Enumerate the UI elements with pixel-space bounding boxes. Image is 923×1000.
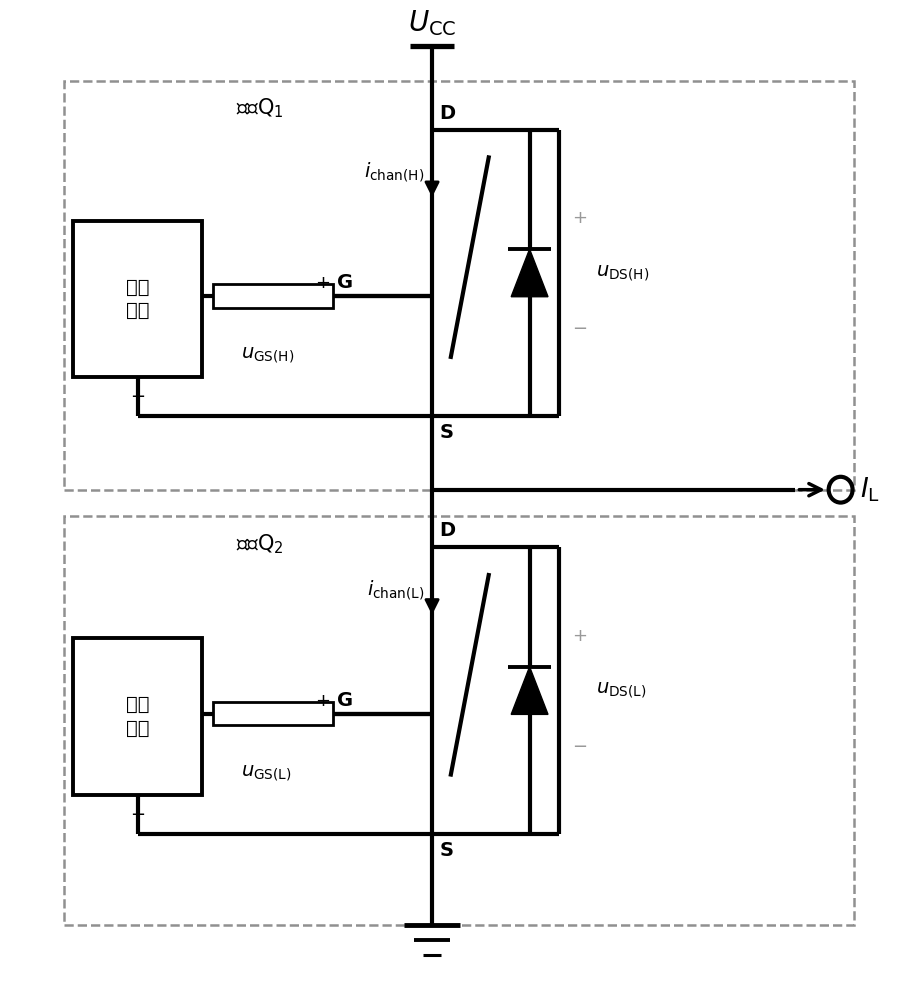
Text: $-$: $-$ xyxy=(571,318,587,336)
Text: $\mathit{I}_{\mathrm{L}}$: $\mathit{I}_{\mathrm{L}}$ xyxy=(860,475,880,504)
Text: $\mathit{u}_{\mathrm{DS(L)}}$: $\mathit{u}_{\mathrm{DS(L)}}$ xyxy=(596,681,646,700)
Text: 下管$\mathrm{Q_2}$: 下管$\mathrm{Q_2}$ xyxy=(236,532,284,556)
Text: $\mathit{u}_{\mathrm{GS(L)}}$: $\mathit{u}_{\mathrm{GS(L)}}$ xyxy=(241,763,292,783)
Text: $-$: $-$ xyxy=(130,386,145,404)
Text: $\mathit{i}_{\mathrm{chan(L)}}$: $\mathit{i}_{\mathrm{chan(L)}}$ xyxy=(367,579,425,602)
Bar xyxy=(64,516,854,925)
Text: $\mathit{i}_{\mathrm{chan(H)}}$: $\mathit{i}_{\mathrm{chan(H)}}$ xyxy=(365,161,425,184)
Bar xyxy=(213,284,332,308)
Text: G: G xyxy=(337,273,354,292)
Bar xyxy=(64,81,854,490)
Polygon shape xyxy=(511,667,548,714)
Text: S: S xyxy=(439,841,453,860)
Text: D: D xyxy=(439,104,456,123)
Text: $+$: $+$ xyxy=(571,627,587,645)
Text: S: S xyxy=(439,423,453,442)
Text: $+$: $+$ xyxy=(315,274,330,292)
Text: $+$: $+$ xyxy=(571,209,587,227)
Text: 上管$\mathrm{Q_1}$: 上管$\mathrm{Q_1}$ xyxy=(236,97,284,120)
Polygon shape xyxy=(511,249,548,297)
Text: $-$: $-$ xyxy=(130,804,145,822)
Text: G: G xyxy=(337,691,354,710)
Text: $\mathit{u}_{\mathrm{DS(H)}}$: $\mathit{u}_{\mathrm{DS(H)}}$ xyxy=(596,263,649,283)
Text: $\mathit{u}_{\mathrm{GS(H)}}$: $\mathit{u}_{\mathrm{GS(H)}}$ xyxy=(241,346,294,365)
Bar xyxy=(73,221,202,377)
Text: 栅极
驱动: 栅极 驱动 xyxy=(126,695,150,738)
Bar xyxy=(73,638,202,795)
Bar xyxy=(213,702,332,725)
Text: D: D xyxy=(439,521,456,540)
Text: 栅极
驱动: 栅极 驱动 xyxy=(126,278,150,320)
Text: $-$: $-$ xyxy=(571,736,587,754)
Text: $\mathit{U}_{\mathrm{CC}}$: $\mathit{U}_{\mathrm{CC}}$ xyxy=(408,8,456,38)
Text: $+$: $+$ xyxy=(315,692,330,710)
